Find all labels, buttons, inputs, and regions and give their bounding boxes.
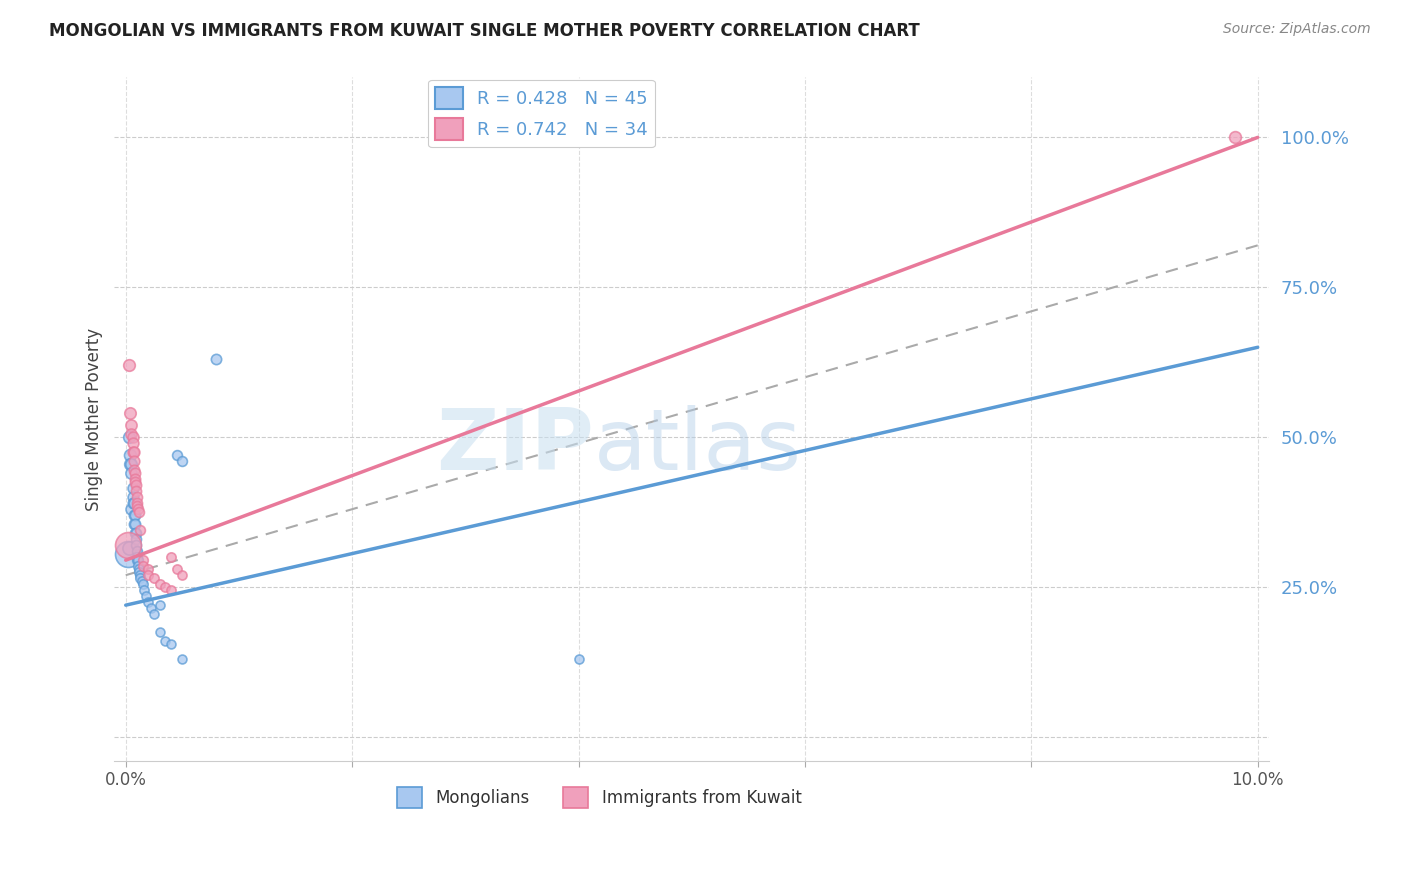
Point	[125, 532, 148, 546]
Point	[122, 508, 145, 523]
Point	[149, 598, 172, 612]
Point	[127, 559, 149, 574]
Point	[125, 553, 148, 567]
Point	[125, 484, 148, 499]
Point	[128, 505, 150, 519]
Legend: Mongolians, Immigrants from Kuwait: Mongolians, Immigrants from Kuwait	[391, 780, 808, 814]
Point	[138, 595, 160, 609]
Point	[124, 508, 146, 523]
Point	[122, 517, 145, 532]
Point	[118, 541, 141, 556]
Point	[121, 436, 143, 450]
Point	[128, 562, 150, 576]
Point	[155, 634, 177, 648]
Point	[132, 559, 155, 574]
Point	[127, 502, 149, 516]
Point	[121, 445, 143, 459]
Point	[117, 538, 139, 552]
Point	[118, 359, 141, 373]
Point	[143, 571, 166, 585]
Point	[166, 448, 188, 462]
Point	[125, 490, 148, 504]
Point	[125, 500, 148, 514]
Point	[172, 568, 194, 582]
Point	[143, 607, 166, 622]
Point	[172, 652, 194, 666]
Point	[129, 571, 152, 585]
Point	[120, 448, 142, 462]
Point	[138, 562, 160, 576]
Point	[160, 583, 183, 598]
Point	[125, 550, 148, 565]
Point	[121, 490, 143, 504]
Point	[122, 463, 145, 477]
Point	[121, 430, 143, 444]
Point	[120, 457, 142, 471]
Point	[132, 583, 155, 598]
Point	[139, 601, 162, 615]
Point	[120, 457, 142, 471]
Point	[131, 574, 153, 589]
Point	[125, 526, 148, 541]
Y-axis label: Single Mother Poverty: Single Mother Poverty	[86, 327, 103, 511]
Point	[155, 580, 177, 594]
Point	[135, 589, 157, 603]
Point	[120, 502, 142, 516]
Point	[129, 523, 152, 537]
Point	[118, 430, 141, 444]
Point	[567, 652, 589, 666]
Text: MONGOLIAN VS IMMIGRANTS FROM KUWAIT SINGLE MOTHER POVERTY CORRELATION CHART: MONGOLIAN VS IMMIGRANTS FROM KUWAIT SING…	[49, 22, 920, 40]
Point	[132, 553, 155, 567]
Point	[122, 454, 145, 468]
Point	[121, 481, 143, 495]
Point	[149, 625, 172, 640]
Point	[120, 427, 142, 442]
Point	[120, 406, 142, 420]
Point	[124, 467, 146, 481]
Point	[124, 526, 146, 541]
Point	[125, 496, 148, 510]
Point	[124, 517, 146, 532]
Text: Source: ZipAtlas.com: Source: ZipAtlas.com	[1223, 22, 1371, 37]
Point	[125, 538, 148, 552]
Point	[1223, 130, 1246, 145]
Point	[125, 544, 148, 558]
Point	[128, 565, 150, 579]
Point	[138, 568, 160, 582]
Point	[120, 418, 142, 433]
Point	[125, 478, 148, 492]
Point	[172, 454, 194, 468]
Point	[124, 472, 146, 486]
Point	[205, 352, 228, 367]
Point	[124, 475, 146, 490]
Point	[127, 553, 149, 567]
Point	[129, 568, 152, 582]
Point	[122, 496, 145, 510]
Point	[122, 445, 145, 459]
Point	[149, 577, 172, 591]
Point	[160, 550, 183, 565]
Point	[160, 637, 183, 651]
Text: atlas: atlas	[593, 405, 801, 488]
Point	[121, 496, 143, 510]
Point	[120, 467, 142, 481]
Point	[117, 547, 139, 561]
Text: ZIP: ZIP	[436, 405, 593, 488]
Point	[132, 577, 155, 591]
Point	[166, 562, 188, 576]
